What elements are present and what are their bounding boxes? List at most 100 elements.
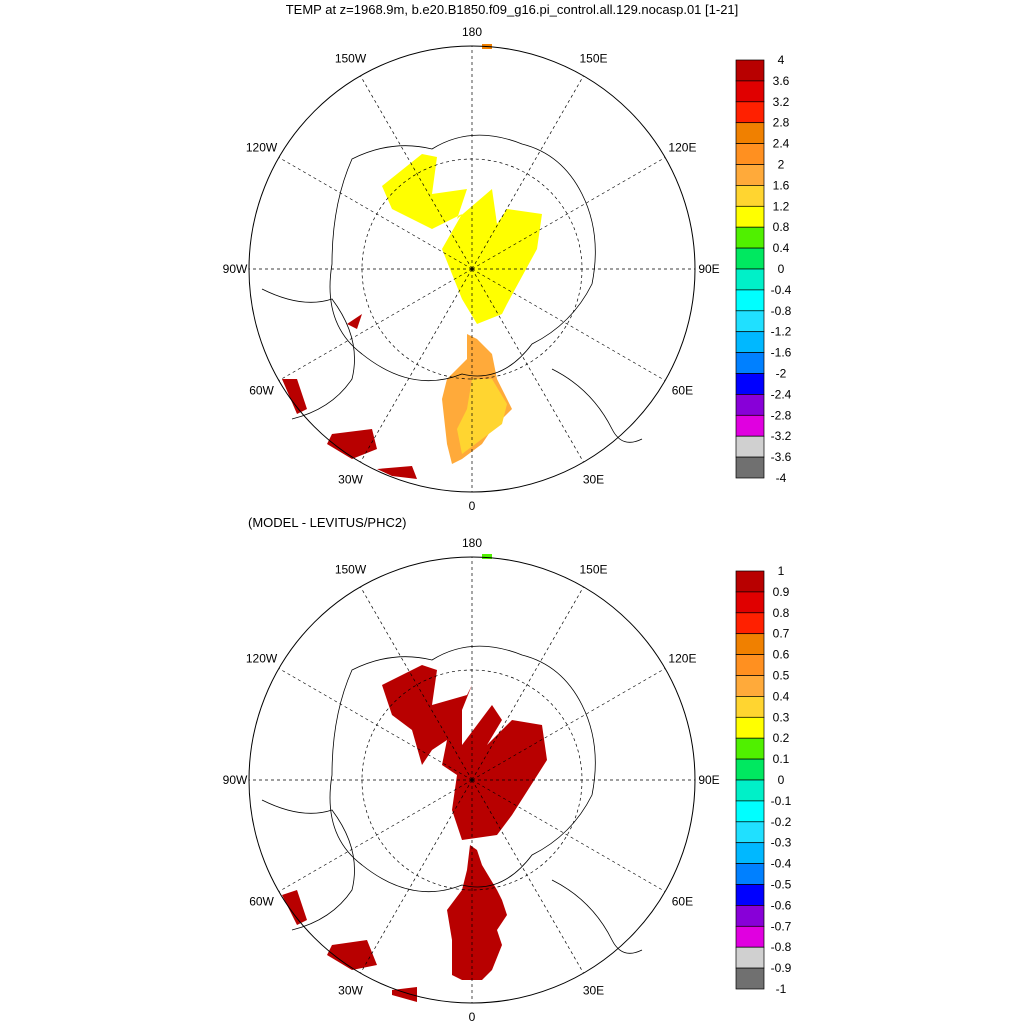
colorbar-label: -0.9 [771,961,792,975]
longitude-label: 180 [462,25,482,39]
colorbar-box [735,101,765,124]
colorbar-box [735,268,765,291]
colorbar-box [735,863,765,885]
colorbar-label: 0.7 [773,627,790,641]
longitude-label: 90W [223,262,248,276]
colorbar-box [735,373,765,395]
colorbar-box [735,675,765,697]
colorbar-label: 0.8 [773,606,790,620]
colorbar-label: 0.9 [773,585,790,599]
longitude-label: 90E [698,262,719,276]
colorbar-label: -0.8 [771,940,792,954]
meridian-line [360,586,473,781]
colorbar-box [735,331,765,353]
colorbar-label: -1.6 [771,346,792,360]
longitude-label: 150W [335,563,367,577]
colorbar-label: -0.1 [771,794,792,808]
meridian-line [278,668,473,781]
colorbar-label: 0.6 [773,648,790,662]
colorbar-box [735,414,765,437]
colorbar-box [735,435,765,458]
colorbar-box [735,925,765,948]
colorbar-box [735,842,765,864]
meridian-line [471,779,584,974]
colorbar-label: 0 [778,262,785,276]
polar-map [248,44,696,493]
meridian-line [471,268,666,381]
plot-subtitle: (MODEL - LEVITUS/PHC2) [248,515,406,530]
colorbar-box [735,570,765,593]
colorbar-label: 1.6 [773,178,790,192]
colorbar-box [735,884,765,906]
meridian-line [471,157,666,270]
contour-fill-region [347,314,362,329]
colorbar-box [735,905,765,927]
longitude-label: 60W [249,384,274,398]
colorbar-label: -2.8 [771,408,792,422]
colorbar-box [735,289,765,312]
colorbar-label: 0.3 [773,710,790,724]
meridian-line [360,268,473,463]
colorbar-label: -0.4 [771,857,792,871]
longitude-label: 60E [672,895,693,909]
colorbar-box [735,737,765,760]
meridian-line [360,779,473,974]
contour-fill-region [377,466,417,479]
colorbar-box [735,80,765,103]
colorbar-label: -2 [776,367,787,381]
colorbar-box [735,310,765,333]
coastline [329,134,596,382]
meridian-line [471,75,584,270]
longitude-label: 120E [668,141,696,155]
colorbar-box [735,758,765,781]
colorbar-label: 0.4 [773,241,790,255]
contour-fill-region [282,379,307,414]
colorbar [735,59,765,479]
longitude-label: 150E [579,52,607,66]
colorbar-box [735,716,765,739]
colorbar-box [735,352,765,374]
longitude-label: 60E [672,384,693,398]
colorbar-label: -0.3 [771,836,792,850]
colorbar-box [735,394,765,416]
colorbar-box [735,946,765,969]
colorbar-box [735,59,765,82]
colorbar-label: -3.6 [771,450,792,464]
longitude-label: 30W [338,983,363,997]
longitude-label: 30W [338,472,363,486]
colorbar-label: -0.4 [771,283,792,297]
longitude-label: 90E [698,773,719,787]
colorbar-box [735,185,765,207]
colorbar-label: 2.4 [773,137,790,151]
colorbar-label: -1.2 [771,325,792,339]
colorbar-box [735,633,765,655]
colorbar-box [735,226,765,249]
longitude-label: 30E [583,983,604,997]
plot-title: TEMP at z=1968.9m, b.e20.B1850.f09_g16.p… [286,2,739,17]
contour-fill-region [457,379,507,454]
colorbar-box [735,779,765,802]
colorbar-label: -4 [776,471,787,485]
coastline [329,645,596,893]
contour-fill-region [382,154,542,324]
colorbar-label: 3.6 [773,74,790,88]
colorbar-label: 0.2 [773,731,790,745]
colorbar-label: -3.2 [771,429,792,443]
longitude-label: 120E [668,652,696,666]
contour-fill-region [282,890,307,925]
colorbar-box [735,205,765,228]
colorbar-label: 2 [778,158,785,172]
colorbar-label: 0.4 [773,689,790,703]
longitude-label: 90W [223,773,248,787]
colorbar-label: -0.8 [771,304,792,318]
colorbar-box [735,164,765,186]
colorbar-label: 4 [778,53,785,67]
coastline [261,288,643,443]
polar-map [248,554,696,1004]
longitude-label: 180 [462,536,482,550]
longitude-label: 150E [579,563,607,577]
colorbar-box [735,654,765,676]
longitude-label: 0 [469,1010,476,1024]
colorbar-label: 0.8 [773,220,790,234]
colorbar-box [735,696,765,718]
